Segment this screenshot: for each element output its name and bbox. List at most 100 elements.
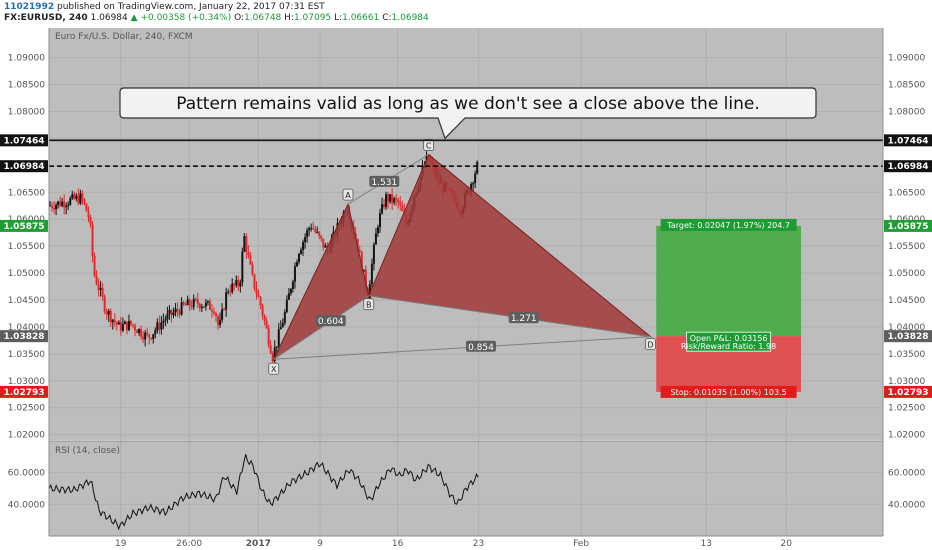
candle-body	[277, 329, 280, 347]
candle-body	[362, 269, 365, 272]
candle-body	[389, 194, 392, 202]
price-tag-right: 1.02793	[884, 385, 932, 398]
y-tick-label-right: 1.03500	[888, 350, 925, 360]
ratio-label: 0.604	[315, 315, 346, 327]
candle-body	[134, 325, 137, 331]
harmonic-pattern[interactable]: X A B C D 0.604 1.531 1.271 0.854	[268, 139, 656, 375]
candle-body	[374, 233, 377, 245]
candle-body	[263, 315, 266, 321]
symbol-name[interactable]: FX:EURUSD, 240	[4, 13, 88, 23]
candle-body	[265, 320, 268, 329]
callout-text: Pattern remains valid as long as we don'…	[176, 94, 760, 114]
rr-label: Risk/Reward Ratio: 1.98	[681, 342, 776, 351]
target-label-box	[660, 218, 797, 231]
candle-body	[322, 238, 325, 248]
candle-body	[287, 293, 290, 300]
ratio-label: 1.531	[369, 175, 400, 188]
price-tag-label: 1.02793	[4, 388, 45, 398]
pattern-point-a: A	[342, 188, 354, 201]
candle-body	[249, 255, 252, 265]
candle-body	[160, 322, 163, 330]
candle-body	[212, 311, 215, 314]
y-tick-label-left: 1.05500	[8, 242, 45, 252]
candle-body	[393, 198, 396, 203]
pnl-label: Open P&L: 0.03156	[690, 334, 768, 343]
x-tick-label: 13	[700, 539, 711, 549]
candle-body	[360, 251, 363, 272]
candle-body	[107, 310, 110, 315]
candle-body	[115, 322, 118, 325]
candle-body	[83, 199, 86, 204]
candle-body	[164, 319, 167, 321]
y-tick-label-right: 1.04500	[888, 296, 925, 306]
candle-body	[259, 297, 262, 306]
price-tag-left: 1.03828	[0, 330, 48, 343]
candle-body	[267, 328, 270, 345]
candle-body	[241, 251, 244, 283]
rsi-tick-right: 60.0000	[888, 469, 925, 479]
candle-body	[210, 309, 213, 312]
price-tag-right: 1.03828	[884, 330, 932, 343]
candle-body	[320, 235, 323, 239]
candle-body	[295, 262, 298, 267]
candle-body	[314, 229, 317, 232]
horizontal-lines[interactable]	[49, 139, 883, 167]
publish-line: 11021992 published on TradingView.com, J…	[4, 2, 325, 12]
candle-body	[97, 284, 100, 291]
callout-bubble	[119, 87, 817, 140]
candle-body	[206, 301, 209, 303]
pattern-point-label: A	[345, 191, 351, 200]
candle-body	[148, 334, 151, 339]
candle-body	[49, 205, 52, 207]
candle-body	[253, 274, 256, 289]
candle-body	[63, 201, 66, 208]
pattern-point-label: B	[366, 301, 372, 310]
annotation-callout[interactable]: Pattern remains valid as long as we don'…	[119, 87, 817, 140]
price-tag-left: 1.05875	[0, 219, 48, 232]
price-tag-label: 1.07464	[4, 136, 45, 146]
candle-body	[285, 299, 288, 313]
low-value: 1.06661	[342, 13, 380, 23]
candle-body	[245, 235, 248, 253]
candle-body	[310, 228, 313, 230]
x-tick-label: 20	[781, 539, 793, 549]
y-tick-label-right: 1.05000	[888, 269, 925, 279]
y-tick-label-left: 1.09000	[8, 54, 45, 64]
price-tag-left: 1.02793	[0, 385, 48, 398]
candle-body	[243, 235, 246, 252]
candle-body	[111, 319, 114, 323]
long-position-tool[interactable]: Target: 0.02047 (1.97%) 204.7 Stop: 0.010…	[656, 218, 802, 398]
candle-body	[186, 299, 189, 306]
candle-body	[85, 203, 88, 212]
candle-body	[190, 305, 193, 308]
pattern-point-label: C	[426, 142, 432, 151]
candle-body	[127, 320, 130, 331]
candle-body	[300, 249, 303, 254]
stop-label: Stop: 0.01035 (1.00%) 103.5	[671, 388, 787, 397]
rsi-title: RSI (14, close)	[55, 446, 120, 456]
candle-body	[397, 199, 400, 203]
candle-body	[395, 198, 398, 200]
candle-body	[113, 319, 116, 323]
candle-body	[182, 302, 185, 305]
y-tick-label-left: 1.02000	[8, 431, 45, 441]
candle-body	[59, 201, 62, 206]
candle-body	[89, 217, 92, 225]
candle-body	[144, 332, 147, 340]
candle-body	[279, 327, 282, 330]
candle-body	[146, 332, 149, 335]
pattern-point-x: X	[268, 362, 280, 375]
candle-body	[196, 299, 199, 304]
candle-body	[370, 263, 373, 285]
price-tag-label: 1.03828	[4, 332, 45, 342]
candle-body	[356, 238, 359, 251]
y-tick-label-left: 1.05000	[8, 269, 45, 279]
price-tag-box	[884, 160, 932, 173]
chart-title: Euro Fx/U.S. Dollar, 240, FXCM	[55, 32, 193, 42]
ratio-text: 1.271	[511, 314, 537, 324]
candle-body	[71, 194, 74, 199]
candle-body	[188, 299, 191, 306]
author-link[interactable]: 11021992	[4, 2, 55, 12]
price-tag-box	[884, 134, 932, 147]
